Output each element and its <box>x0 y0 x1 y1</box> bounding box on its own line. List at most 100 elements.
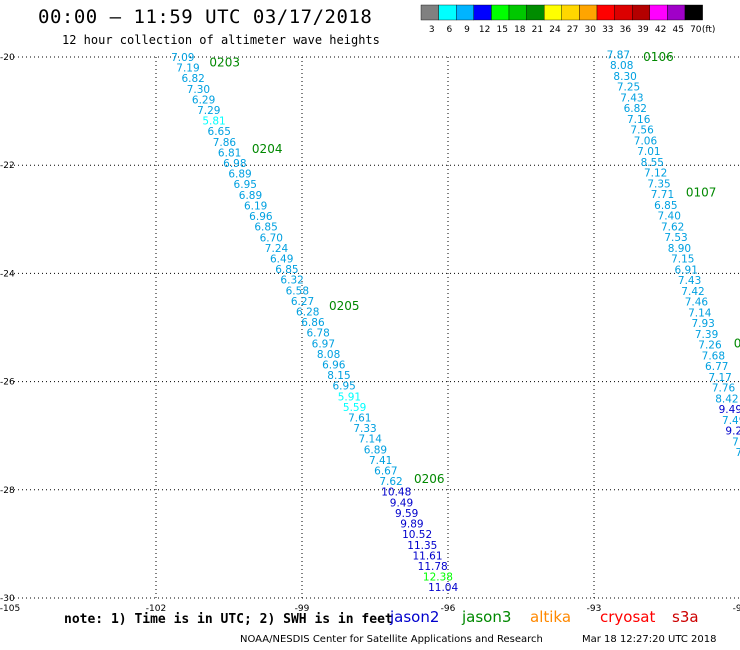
swh-value: 9.89 <box>400 519 423 531</box>
swh-value: 11.61 <box>412 550 442 562</box>
swh-value: 6.86 <box>301 317 325 329</box>
legend-swatch <box>438 4 457 21</box>
legend-swatch <box>456 4 475 21</box>
swh-value: 6.28 <box>296 306 319 318</box>
swh-value: 7.86 <box>213 137 237 149</box>
swh-value: 6.98 <box>223 158 246 170</box>
y-tick-label: -24 <box>0 269 15 279</box>
track-time-label: 0106 <box>643 50 674 64</box>
credit-line: NOAA/NESDIS Center for Satellite Applica… <box>240 634 543 645</box>
swh-value: 6.85 <box>254 222 277 234</box>
legend-label: 42 <box>655 25 666 35</box>
swh-value: 7.56 <box>630 125 654 137</box>
swh-value: 7.61 <box>348 413 371 425</box>
y-tick-label: -22 <box>0 161 15 171</box>
swh-value: 7.19 <box>176 63 199 75</box>
swh-value: 11.35 <box>407 540 437 552</box>
swh-value: 6.85 <box>275 264 298 276</box>
legend-label: 21 <box>532 25 543 35</box>
swh-value: 7.43 <box>678 275 701 287</box>
swh-value: 5.81 <box>202 116 225 128</box>
legend-unit: (ft) <box>702 25 716 35</box>
x-tick-label: -105 <box>0 604 20 614</box>
legend-swatch <box>508 4 527 21</box>
swh-value: 7.9 <box>732 436 740 448</box>
swh-value: 7.68 <box>702 350 725 362</box>
track-time-label: 01 <box>734 337 740 351</box>
swh-value: 7.43 <box>620 92 643 104</box>
y-tick-label: -28 <box>0 486 15 496</box>
footer-note: note: 1) Time is in UTC; 2) SWH is in fe… <box>64 612 393 627</box>
legend-swatch <box>473 4 492 21</box>
legend-s3a: s3a <box>672 608 699 626</box>
legend-label: 9 <box>464 25 470 35</box>
swh-value: 7.25 <box>617 82 640 94</box>
swh-value: 8.15 <box>327 370 350 382</box>
swh-value: 6.82 <box>624 103 647 115</box>
y-tick-label: -30 <box>0 594 15 604</box>
legend-label: 39 <box>637 25 649 35</box>
swh-value: 6.67 <box>374 466 397 478</box>
legend-label: 45 <box>672 25 683 35</box>
swh-value: 7.42 <box>681 286 704 298</box>
swh-value: 6.82 <box>181 73 204 85</box>
track-data: 7.097.196.827.306.297.295.816.657.866.81… <box>171 49 740 594</box>
swh-value: 7.35 <box>647 178 670 190</box>
swh-value: 9.49 <box>390 497 413 509</box>
x-tick-label: -102 <box>146 604 166 614</box>
swh-value: 6.77 <box>705 361 728 373</box>
x-tick-label: -93 <box>587 604 602 614</box>
swh-value: 6.89 <box>364 444 387 456</box>
y-tick-label: -26 <box>0 378 15 388</box>
chart-grid <box>10 56 740 599</box>
swh-value: 6.95 <box>234 179 257 191</box>
swh-value: 7.71 <box>651 189 674 201</box>
swh-value: 8.42 <box>715 393 738 405</box>
swh-value: 5.91 <box>338 391 361 403</box>
legend-label: 15 <box>496 25 507 35</box>
swh-value: 7.4 <box>736 447 740 459</box>
legend-cryosat: cryosat <box>600 608 656 626</box>
track-time-label: 0203 <box>209 55 240 69</box>
swh-value: 7.41 <box>369 455 392 467</box>
legend-swatch <box>579 4 598 21</box>
swh-value: 6.96 <box>322 360 346 372</box>
swh-value: 9.59 <box>395 508 418 520</box>
swh-value: 6.19 <box>244 200 267 212</box>
swh-value: 8.55 <box>641 157 664 169</box>
x-tick-label: -96 <box>441 604 456 614</box>
y-tick-label: -20 <box>0 53 15 63</box>
legend-swatch <box>596 4 615 21</box>
legend-label: 12 <box>479 25 490 35</box>
swh-value: 6.65 <box>208 126 231 138</box>
legend-swatch <box>420 4 439 21</box>
track-time-label: 0205 <box>329 299 360 313</box>
swh-value: 11.78 <box>418 561 448 573</box>
swh-value: 6.81 <box>218 147 241 159</box>
swh-value: 7.93 <box>691 318 714 330</box>
chart-title: 00:00 – 11:59 UTC 03/17/2018 <box>38 6 373 28</box>
swh-value: 9.49 <box>719 404 740 416</box>
legend-label: 3 <box>429 25 435 35</box>
swh-value: 7.76 <box>712 383 736 395</box>
legend-altika: altika <box>530 608 572 626</box>
swh-value: 7.06 <box>634 135 658 147</box>
swh-value: 5.59 <box>343 402 366 414</box>
swh-value: 6.95 <box>332 381 355 393</box>
swh-value: 7.62 <box>661 221 684 233</box>
swh-value: 7.14 <box>688 307 712 319</box>
swh-value: 7.15 <box>671 254 694 266</box>
swh-value: 7.49 <box>722 415 740 427</box>
swh-value: 7.14 <box>359 434 383 446</box>
swh-value: 6.49 <box>270 253 293 265</box>
legend-swatch <box>667 4 686 21</box>
x-tick-label: -99 <box>295 604 310 614</box>
swh-value: 9.27 <box>725 426 740 438</box>
swh-value: 6.58 <box>286 285 309 297</box>
swh-value: 7.26 <box>698 340 722 352</box>
swh-value: 7.12 <box>644 168 667 180</box>
swh-value: 7.87 <box>607 49 630 61</box>
color-legend: 3 6 9 12 15 18 21 24 27 30 33 36 39 42 45 70 (ft) <box>420 4 716 35</box>
legend-label: 30 <box>584 25 596 35</box>
